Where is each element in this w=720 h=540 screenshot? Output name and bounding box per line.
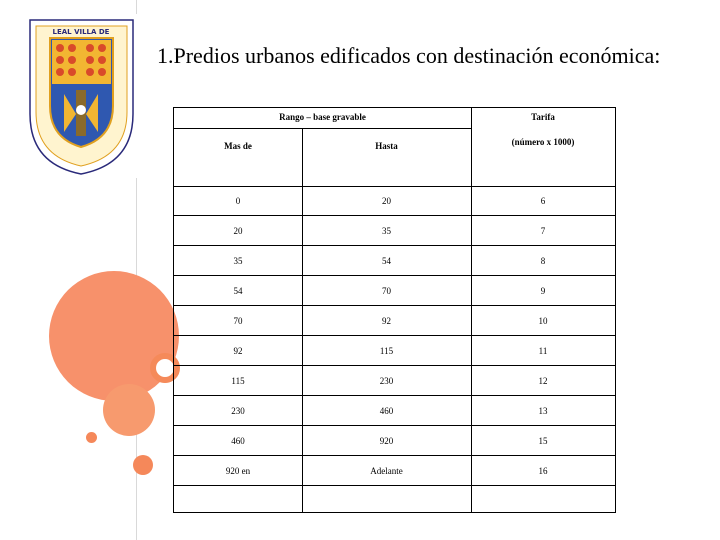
decorative-ring — [150, 353, 180, 383]
cell-hasta: 460 — [379, 406, 394, 416]
cell-tarifa: 16 — [538, 466, 548, 476]
cell-mas-de: 0 — [235, 196, 241, 206]
header-divider — [174, 128, 471, 129]
row-divider — [174, 395, 615, 396]
row-divider — [174, 335, 615, 336]
left-divider-line — [136, 0, 137, 540]
row-divider — [174, 215, 615, 216]
header-bottom-line — [174, 186, 615, 187]
cell-hasta: 54 — [382, 256, 391, 266]
col-line-2 — [471, 108, 472, 512]
cell-mas-de: 460 — [231, 436, 245, 446]
cell-hasta: 115 — [379, 346, 394, 356]
cell-mas-de: 115 — [231, 376, 245, 386]
cell-tarifa: 7 — [540, 226, 546, 236]
col-line-1 — [302, 128, 303, 512]
cell-tarifa: 11 — [538, 346, 548, 356]
decorative-circle-medium — [103, 384, 155, 436]
header-mas-de: Mas de — [224, 141, 252, 151]
row-divider — [174, 455, 615, 456]
cell-hasta: Adelante — [370, 466, 403, 476]
cell-hasta: 92 — [382, 316, 391, 326]
cell-tarifa: 15 — [538, 436, 548, 446]
cell-mas-de: 20 — [233, 226, 243, 236]
row-divider — [174, 305, 615, 306]
cell-mas-de: 54 — [233, 286, 243, 296]
tax-rate-table: Rango – base gravable Tarifa Mas de Hast… — [173, 107, 616, 513]
cell-hasta: 70 — [382, 286, 391, 296]
slide-title: 1.Predios urbanos edificados con destina… — [157, 43, 661, 68]
cell-hasta: 20 — [382, 196, 391, 206]
cell-hasta: 920 — [379, 436, 394, 446]
cell-mas-de: 92 — [233, 346, 243, 356]
row-divider — [174, 485, 615, 486]
header-tarifa-sub: (número x 1000) — [511, 137, 575, 147]
cell-tarifa: 8 — [540, 256, 546, 266]
cell-mas-de: 230 — [231, 406, 245, 416]
header-tarifa: Tarifa — [531, 112, 555, 122]
cell-tarifa: 12 — [538, 376, 548, 386]
header-rango: Rango – base gravable — [279, 112, 366, 122]
cell-mas-de: 35 — [233, 256, 243, 266]
svg-text:LEAL VILLA DE: LEAL VILLA DE — [53, 28, 110, 36]
cell-mas-de: 920 en — [225, 466, 251, 476]
row-divider — [174, 425, 615, 426]
cell-tarifa: 10 — [538, 316, 548, 326]
header-hasta: Hasta — [375, 141, 398, 151]
row-divider — [174, 275, 615, 276]
cell-hasta: 35 — [382, 226, 391, 236]
decorative-circle-small — [133, 455, 153, 475]
cell-tarifa: 9 — [540, 286, 546, 296]
cell-mas-de: 70 — [233, 316, 243, 326]
decorative-circle-tiny — [86, 432, 97, 443]
cell-tarifa: 6 — [540, 196, 546, 206]
cell-tarifa: 13 — [538, 406, 548, 416]
row-divider — [174, 365, 615, 366]
city-crest-logo: LEAL VILLA DE — [24, 14, 139, 178]
row-divider — [174, 245, 615, 246]
cell-hasta: 230 — [379, 376, 394, 386]
